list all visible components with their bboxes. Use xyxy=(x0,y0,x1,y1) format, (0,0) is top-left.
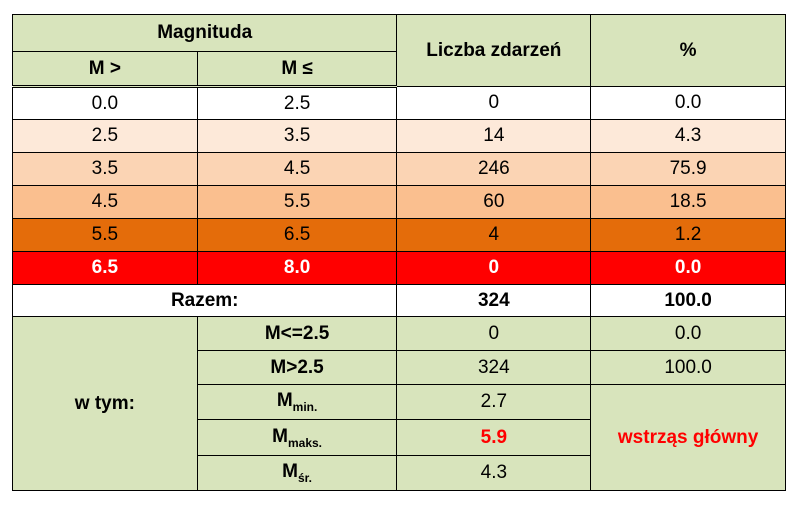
cell: 4.5 xyxy=(12,185,198,219)
cell: 6.5 xyxy=(12,251,198,285)
cell: 60 xyxy=(396,185,592,219)
header-cell: Liczba zdarzeń xyxy=(396,14,592,87)
subscript: śr. xyxy=(297,470,312,485)
header-cell: % xyxy=(590,14,786,87)
cell: 324 xyxy=(396,350,592,385)
cell: 2.5 xyxy=(196,86,398,120)
cell: 75.9 xyxy=(590,152,786,186)
total-label: Razem: xyxy=(11,284,398,317)
cell: 0.0 xyxy=(590,251,786,285)
header-cell: Magnituda xyxy=(11,14,398,52)
subset-row-label: M<=2.5 xyxy=(196,316,398,351)
cell: 5.9 xyxy=(396,419,592,456)
cell: 3.5 xyxy=(12,152,198,186)
cell: 8.0 xyxy=(196,251,398,285)
cell: 18.5 xyxy=(590,185,786,219)
cell: 0.0 xyxy=(590,86,786,120)
label: M xyxy=(276,390,293,412)
cell: 5.5 xyxy=(12,218,198,252)
label: M xyxy=(272,425,288,447)
header-cell: M ≤ xyxy=(196,51,398,88)
header-cell: M > xyxy=(12,51,198,88)
subset-row-label: Mmin. xyxy=(196,384,398,420)
data-row: 5.5 6.5 4 1.2 xyxy=(12,218,786,252)
magnitude-table: Magnituda Liczba zdarzeń % M > M ≤ 0.0 2.… xyxy=(11,14,786,491)
data-row: 0.0 2.5 0 0.0 xyxy=(12,86,786,120)
cell: 4.5 xyxy=(196,152,398,186)
cell: 0 xyxy=(396,316,592,351)
data-row: 3.5 4.5 246 75.9 xyxy=(12,152,786,186)
cell: 2.5 xyxy=(12,119,198,153)
subset-row-label: M>2.5 xyxy=(196,350,398,385)
cell: 5.5 xyxy=(196,185,398,219)
cell: 1.2 xyxy=(590,218,786,252)
cell: 4 xyxy=(396,218,592,252)
cell: 4.3 xyxy=(396,455,592,491)
note: wstrząs główny xyxy=(590,384,786,491)
subset-row-label: Mśr. xyxy=(196,455,398,491)
cell: 4.3 xyxy=(590,119,786,153)
cell: 0 xyxy=(396,251,592,285)
total-count: 324 xyxy=(396,284,592,317)
subset-row-label: Mmaks. xyxy=(196,419,398,456)
cell: 2.7 xyxy=(396,384,592,420)
cell: 100.0 xyxy=(590,350,786,385)
data-row: 2.5 3.5 14 4.3 xyxy=(12,119,786,153)
subscript: min. xyxy=(292,399,318,414)
cell: 0 xyxy=(396,86,592,120)
data-row: 6.5 8.0 0 0.0 xyxy=(12,251,786,285)
cell: 3.5 xyxy=(196,119,398,153)
subset-label: w tym: xyxy=(12,316,198,491)
total-percent: 100.0 xyxy=(590,284,786,317)
cell: 0.0 xyxy=(12,86,198,120)
label: M xyxy=(282,461,298,483)
cell: 246 xyxy=(396,152,592,186)
subscript: maks. xyxy=(287,435,323,450)
data-row: 4.5 5.5 60 18.5 xyxy=(12,185,786,219)
cell: 14 xyxy=(396,119,592,153)
cell: 6.5 xyxy=(196,218,398,252)
cell: 0.0 xyxy=(590,316,786,351)
